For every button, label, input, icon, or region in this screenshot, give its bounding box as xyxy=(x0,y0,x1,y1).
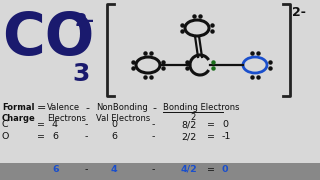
Text: 3: 3 xyxy=(72,62,89,86)
Text: 4: 4 xyxy=(111,165,118,174)
Text: 6: 6 xyxy=(52,132,58,141)
Text: Formal
Charge: Formal Charge xyxy=(2,103,36,123)
Text: =: = xyxy=(37,120,45,129)
Text: Valence
Electrons: Valence Electrons xyxy=(47,103,86,123)
Text: 4: 4 xyxy=(52,120,58,129)
Text: =: = xyxy=(37,103,46,113)
Text: -: - xyxy=(152,120,156,129)
Text: -: - xyxy=(152,165,156,174)
Text: =: = xyxy=(37,132,45,141)
Text: -: - xyxy=(152,132,156,141)
Text: =: = xyxy=(207,120,215,129)
Text: 2/2: 2/2 xyxy=(181,132,196,141)
Text: -: - xyxy=(85,120,88,129)
Text: -: - xyxy=(85,132,88,141)
Text: 2-: 2- xyxy=(292,6,306,19)
Text: =: = xyxy=(207,165,215,174)
Text: NonBonding
Val Electrons: NonBonding Val Electrons xyxy=(96,103,150,123)
Text: 0: 0 xyxy=(111,120,117,129)
Text: 0: 0 xyxy=(222,165,228,174)
Text: -: - xyxy=(152,103,156,113)
Text: 8/2: 8/2 xyxy=(181,120,196,129)
FancyBboxPatch shape xyxy=(0,163,320,180)
Text: 2-: 2- xyxy=(75,12,95,30)
Text: -1: -1 xyxy=(222,132,231,141)
Text: CO: CO xyxy=(2,10,94,67)
Text: =: = xyxy=(207,132,215,141)
Text: 6: 6 xyxy=(111,132,117,141)
Text: Bonding Electrons: Bonding Electrons xyxy=(163,103,239,112)
Text: -: - xyxy=(85,103,89,113)
Text: O: O xyxy=(2,132,9,141)
Text: C: C xyxy=(2,120,9,129)
Text: 2: 2 xyxy=(190,113,196,122)
Text: 6: 6 xyxy=(52,165,59,174)
Text: -: - xyxy=(85,165,88,174)
Text: 4/2: 4/2 xyxy=(181,165,198,174)
Text: 0: 0 xyxy=(222,120,228,129)
